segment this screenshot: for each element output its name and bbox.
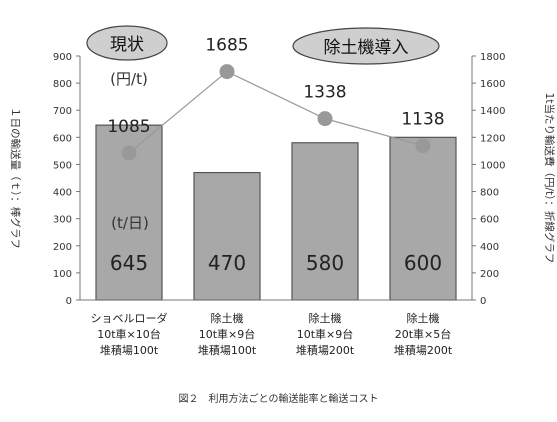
y-tick-label-2: 200 (53, 242, 72, 253)
y2-tick-label-9: 1800 (480, 52, 505, 63)
y-tick-label-0: 0 (66, 296, 72, 307)
y2-tick-label-2: 400 (480, 242, 499, 253)
cost-polyline (128, 70, 424, 154)
bar-2 (291, 142, 359, 301)
bar-label-0: 645 (110, 251, 148, 275)
y2-tick-label-7: 1400 (480, 106, 505, 117)
bar-1 (193, 171, 261, 301)
y-tick-label-8: 800 (53, 79, 72, 90)
y2-tick-label-4: 800 (480, 188, 499, 199)
y-tick-label-6: 600 (53, 133, 72, 144)
axes: 0 100 200 300 400 500 600 700 800 900 0 200 400 600 80… (53, 52, 506, 307)
y-tick-label-1: 100 (53, 269, 72, 280)
x-tick-label-0-0: ショベルローダ (91, 311, 168, 325)
x-tick-label-1-1: 10t車×9台 (199, 327, 256, 341)
y2-axis-label: 1t当たり輸送費（円/t）：折線グラフ (543, 93, 556, 264)
x-tick-label-3-1: 20t車×5台 (395, 327, 452, 341)
line-unit-label: (円/t) (110, 70, 148, 88)
proposed-oval (292, 27, 440, 65)
x-tick-label-0-1: 10t車×10台 (97, 327, 161, 341)
cost-point-1 (219, 64, 235, 80)
current-label: 現状 (110, 35, 144, 55)
current-oval (86, 25, 168, 61)
x-tick-label-3-2: 堆積場200t (394, 343, 453, 357)
x-tick-label-1-2: 堆積場100t (198, 343, 257, 357)
cost-point-2 (317, 111, 333, 127)
y2-tick-label-5: 1000 (480, 160, 505, 171)
bar-label-2: 580 (306, 251, 344, 275)
y-tick-label-9: 900 (53, 52, 72, 63)
x-tick-label-3-0: 除土機 (407, 311, 440, 325)
cost-point-0 (121, 145, 137, 161)
y2-tick-label-1: 200 (480, 269, 499, 280)
labels: 645 470 580 600 1085 1685 1338 1138 １日の輸送量（ｔ）：棒グ… (9, 25, 556, 357)
y-tick-label-3: 300 (53, 215, 72, 226)
y2-tick-label-6: 1200 (480, 133, 505, 144)
bar-unit-label: (t/日) (111, 214, 149, 232)
cost-point-3 (415, 138, 431, 154)
y2-tick-label-0: 0 (480, 296, 486, 307)
cost-label-3: 1138 (401, 110, 444, 130)
bar-label-3: 600 (404, 251, 442, 275)
y-tick-label-7: 700 (53, 106, 72, 117)
cost-line (121, 64, 431, 161)
x-tick-label-0-2: 堆積場100t (100, 343, 159, 357)
cost-label-2: 1338 (303, 83, 346, 103)
figure-caption: 図２ 利用方法ごとの輸送能率と輸送コスト (178, 394, 379, 405)
y-axis-label: １日の輸送量（ｔ）：棒グラフ (9, 107, 22, 249)
cost-label-1: 1685 (205, 36, 248, 56)
bar-label-1: 470 (208, 251, 246, 275)
y2-tick-label-3: 600 (480, 215, 499, 226)
y2-tick-label-8: 1600 (480, 79, 505, 90)
bar-3 (389, 136, 457, 301)
x-tick-label-2-1: 10t車×9台 (297, 327, 354, 341)
x-tick-label-1-0: 除土機 (211, 311, 244, 325)
cost-label-0: 1085 (107, 117, 150, 137)
x-tick-label-2-0: 除土機 (309, 311, 342, 325)
bars (95, 124, 457, 301)
y-tick-label-4: 400 (53, 188, 72, 199)
x-tick-label-2-2: 堆積場200t (296, 343, 355, 357)
proposed-label: 除土機導入 (324, 38, 409, 58)
y-tick-label-5: 500 (53, 160, 72, 171)
